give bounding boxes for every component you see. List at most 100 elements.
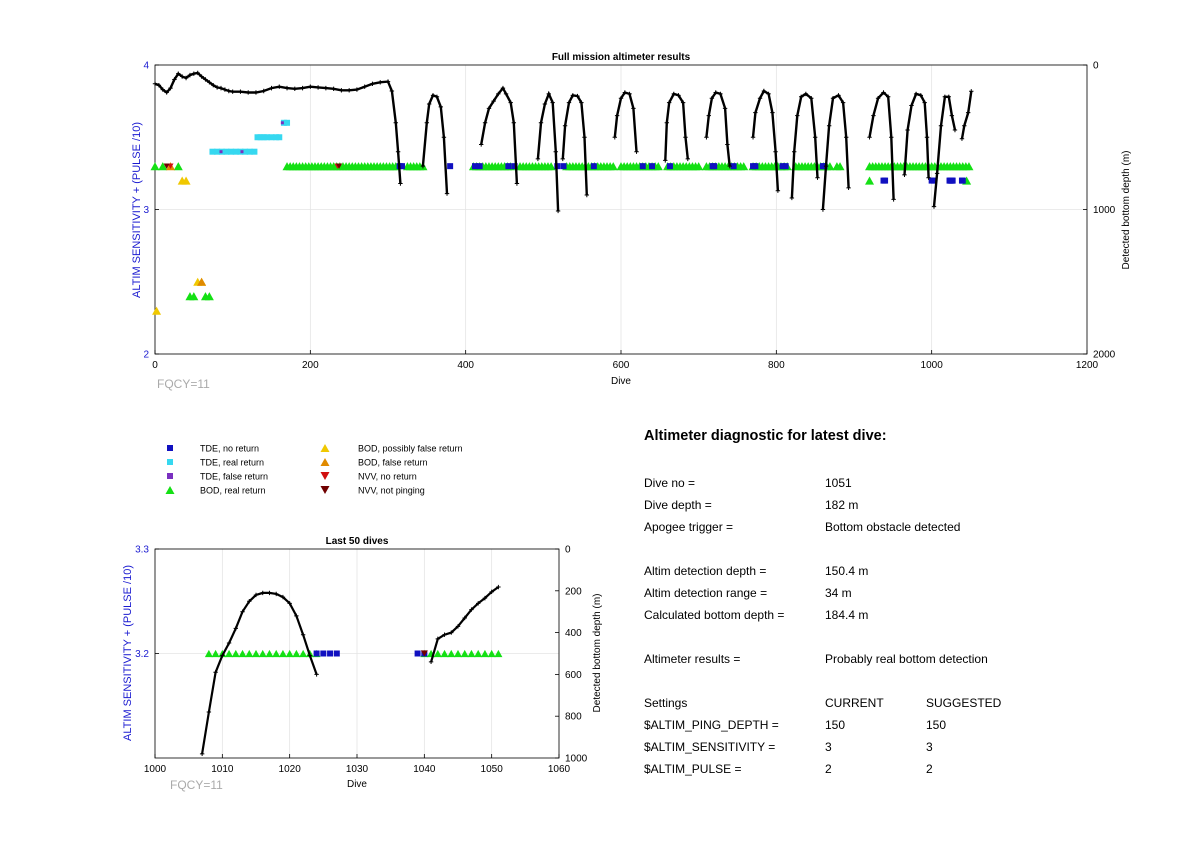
tde-no-return-marker bbox=[398, 163, 405, 170]
depth-series-point bbox=[482, 120, 488, 125]
depth-series-point bbox=[891, 197, 896, 202]
top-chart-xlabel: Dive bbox=[611, 376, 631, 387]
x-tick-label: 1030 bbox=[346, 764, 369, 775]
depth-series-point bbox=[815, 175, 820, 180]
x-tick-label: 1060 bbox=[548, 764, 571, 775]
legend-label: BOD, false return bbox=[358, 458, 428, 468]
depth-series-point bbox=[663, 158, 668, 163]
results-label: Altimeter results = bbox=[644, 652, 741, 666]
depth-series-point bbox=[393, 120, 398, 125]
depth-series-point bbox=[666, 100, 672, 105]
bod-real-return-marker bbox=[480, 649, 489, 658]
depth-series-point bbox=[500, 85, 506, 91]
x-tick-label: 600 bbox=[613, 360, 630, 371]
settings-label: Settings bbox=[644, 696, 688, 710]
depth-series-point bbox=[727, 163, 732, 169]
bod-real-return-marker bbox=[278, 649, 287, 658]
tde-no-return-marker bbox=[782, 163, 789, 170]
depth-series-point bbox=[426, 101, 432, 107]
depth-series-point bbox=[713, 90, 718, 95]
apogee-row: Apogee trigger = Bottom obstacle detected bbox=[644, 516, 1184, 538]
tde-no-return-marker bbox=[511, 163, 518, 170]
depth-series-point bbox=[277, 84, 282, 89]
depth-series-point bbox=[871, 113, 876, 118]
depth-series-point bbox=[176, 71, 181, 76]
depth-series-point bbox=[562, 123, 568, 128]
y-tick-label: 2 bbox=[143, 350, 149, 361]
dive-no-row: Dive no = 1051 bbox=[644, 472, 1184, 494]
depth-series-point bbox=[881, 90, 886, 95]
depth-series-point bbox=[791, 149, 797, 154]
depth-series-point bbox=[489, 589, 494, 595]
settings-header-row: Settings CURRENT SUGGESTED bbox=[644, 692, 1184, 714]
depth-series-point bbox=[836, 93, 841, 98]
depth-series-point bbox=[218, 85, 224, 91]
legend-triangle-icon bbox=[320, 485, 330, 495]
tde-false-return-marker bbox=[240, 150, 244, 154]
legend-square-icon bbox=[167, 459, 173, 465]
depth-series-point bbox=[798, 94, 804, 99]
depth-series-point bbox=[179, 74, 185, 79]
tde-no-return-marker bbox=[649, 163, 656, 170]
x-tick-label: 1040 bbox=[413, 764, 436, 775]
detection-range-label: Altim detection range = bbox=[644, 586, 768, 600]
depth-series-point bbox=[233, 626, 238, 631]
depth-series-point bbox=[634, 149, 639, 154]
depth-series-point bbox=[942, 94, 948, 99]
depth-series-point bbox=[462, 615, 467, 621]
depth-series-point bbox=[156, 83, 162, 88]
depth-series-point bbox=[247, 599, 252, 604]
depth-series-point bbox=[924, 135, 930, 140]
bod-real-return-marker bbox=[225, 649, 234, 658]
tde-no-return-marker bbox=[414, 650, 421, 657]
sensitivity-row: $ALTIM_SENSITIVITY = 3 3 bbox=[644, 736, 1184, 758]
bod-real-return-marker bbox=[252, 649, 260, 658]
tde-real-return-marker bbox=[263, 134, 270, 141]
bod-real-return-marker bbox=[454, 649, 462, 658]
depth-series-point bbox=[267, 590, 272, 596]
depth-series-point bbox=[612, 135, 617, 140]
depth-series-point bbox=[844, 135, 849, 140]
tde-no-return-marker bbox=[711, 163, 718, 170]
tde-no-return-marker bbox=[471, 163, 478, 170]
depth-series-point bbox=[905, 127, 910, 133]
tde-no-return-marker bbox=[320, 650, 327, 657]
depth-series-point bbox=[287, 601, 292, 606]
x-tick-label: 1000 bbox=[144, 764, 167, 775]
nvv-not-pinging-marker bbox=[163, 163, 170, 169]
depth-series-point bbox=[469, 607, 474, 612]
x-tick-label: 200 bbox=[302, 360, 319, 371]
depth-series-point bbox=[203, 77, 208, 82]
depth-series-point bbox=[631, 106, 636, 111]
apogee-label: Apogee trigger = bbox=[644, 520, 734, 534]
tde-real-return-marker bbox=[284, 119, 291, 126]
depth-series-point bbox=[757, 96, 763, 101]
depth-series-point bbox=[566, 100, 572, 105]
depth-series-point bbox=[542, 101, 548, 107]
dive-no-value: 1051 bbox=[825, 476, 852, 490]
y2-tick-label: 0 bbox=[1093, 61, 1099, 72]
bod-real-return-marker bbox=[285, 649, 294, 658]
top-chart-y2label: Detected bottom depth (m) bbox=[1121, 151, 1132, 270]
depth-series-point bbox=[913, 91, 919, 97]
bod-real-return-marker bbox=[211, 649, 220, 658]
depth-series-point bbox=[511, 120, 517, 125]
depth-series-line bbox=[536, 90, 560, 211]
depth-series-point bbox=[260, 590, 265, 596]
depth-series-point bbox=[428, 659, 434, 665]
bod-real-return-marker bbox=[440, 649, 449, 658]
x-tick-label: 1010 bbox=[211, 764, 234, 775]
depth-series-point bbox=[582, 135, 587, 140]
legend-square-icon bbox=[167, 473, 173, 479]
depth-series-point bbox=[722, 106, 728, 111]
depth-series-point bbox=[441, 135, 447, 140]
depth-series-point bbox=[579, 100, 584, 105]
depth-series-point bbox=[538, 120, 544, 125]
tde-no-return-marker bbox=[505, 163, 512, 170]
depth-series-point bbox=[385, 79, 391, 84]
depth-series-point bbox=[555, 208, 561, 214]
depth-series-point bbox=[191, 71, 197, 76]
depth-series-point bbox=[969, 89, 974, 94]
depth-series-point bbox=[269, 85, 274, 91]
depth-series-point bbox=[424, 120, 430, 125]
